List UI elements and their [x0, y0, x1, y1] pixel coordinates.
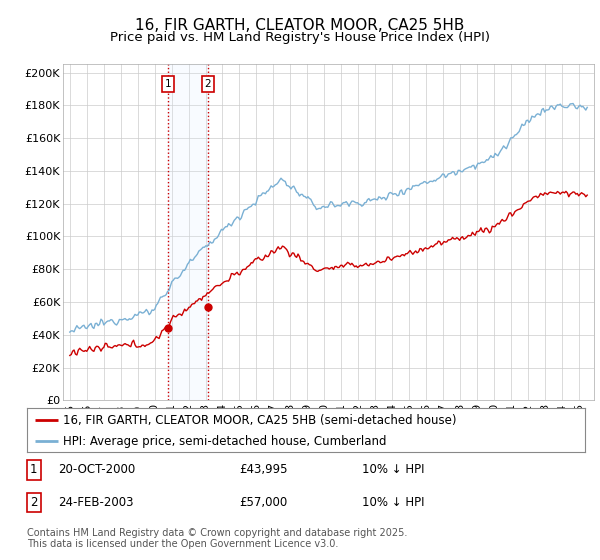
Text: 1: 1	[165, 79, 172, 89]
Text: 24-FEB-2003: 24-FEB-2003	[58, 496, 133, 509]
Text: £57,000: £57,000	[239, 496, 287, 509]
Text: 20-OCT-2000: 20-OCT-2000	[58, 463, 135, 476]
Text: 2: 2	[205, 79, 211, 89]
Bar	[168, 64, 208, 400]
Text: Contains HM Land Registry data © Crown copyright and database right 2025.
This d: Contains HM Land Registry data © Crown c…	[27, 528, 407, 549]
Text: Price paid vs. HM Land Registry's House Price Index (HPI): Price paid vs. HM Land Registry's House …	[110, 31, 490, 44]
Text: £43,995: £43,995	[239, 463, 287, 476]
Text: 10% ↓ HPI: 10% ↓ HPI	[362, 496, 424, 509]
Text: HPI: Average price, semi-detached house, Cumberland: HPI: Average price, semi-detached house,…	[63, 435, 387, 448]
Text: 1: 1	[30, 463, 37, 476]
Text: 16, FIR GARTH, CLEATOR MOOR, CA25 5HB (semi-detached house): 16, FIR GARTH, CLEATOR MOOR, CA25 5HB (s…	[63, 414, 457, 427]
Text: 2: 2	[30, 496, 37, 509]
Text: 16, FIR GARTH, CLEATOR MOOR, CA25 5HB: 16, FIR GARTH, CLEATOR MOOR, CA25 5HB	[136, 18, 464, 33]
Text: 10% ↓ HPI: 10% ↓ HPI	[362, 463, 424, 476]
